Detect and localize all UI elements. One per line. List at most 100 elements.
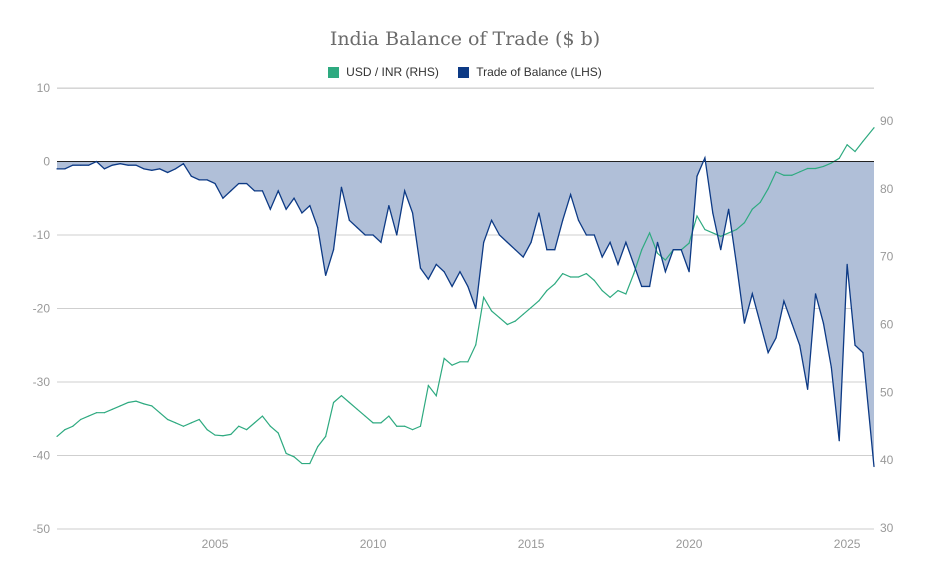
usd-inr-point bbox=[656, 252, 659, 254]
usd-inr-point bbox=[143, 403, 145, 405]
usd-inr-point bbox=[380, 422, 382, 424]
trade-balance-point bbox=[80, 164, 82, 166]
trade-balance-point bbox=[451, 285, 453, 288]
trade-balance-point bbox=[411, 212, 414, 214]
legend-label-usd-inr: USD / INR (RHS) bbox=[346, 65, 439, 79]
trade-balance-point bbox=[356, 227, 358, 229]
trade-balance-point bbox=[759, 322, 761, 324]
usd-inr-point bbox=[467, 361, 469, 363]
trade-balance-point bbox=[246, 182, 248, 185]
trade-balance-point bbox=[388, 205, 390, 207]
trade-balance-point bbox=[617, 263, 619, 265]
right-axis-tick-label: 40 bbox=[880, 453, 894, 467]
trade-balance-point bbox=[317, 227, 319, 229]
usd-inr-point bbox=[222, 435, 224, 437]
trade-balance-point bbox=[135, 164, 137, 166]
usd-inr-point bbox=[95, 412, 98, 414]
usd-inr-point bbox=[167, 418, 169, 421]
usd-inr-point bbox=[799, 171, 801, 173]
usd-inr-point bbox=[419, 425, 422, 427]
usd-inr-point bbox=[791, 174, 793, 176]
usd-inr-point bbox=[577, 276, 580, 278]
right-axis-tick-label: 30 bbox=[880, 521, 894, 535]
trade-balance-point bbox=[435, 263, 437, 265]
usd-inr-point bbox=[459, 361, 461, 363]
legend-item-usd-inr[interactable]: USD / INR (RHS) bbox=[328, 65, 439, 79]
trade-balance-point bbox=[704, 157, 706, 159]
trade-balance-point bbox=[182, 163, 185, 165]
usd-inr-point bbox=[88, 415, 90, 417]
usd-inr-point bbox=[111, 408, 113, 410]
trade-balance-point bbox=[174, 168, 177, 170]
trade-balance-point bbox=[830, 366, 832, 368]
trade-balance-point bbox=[569, 193, 572, 196]
trade-balance-point bbox=[483, 241, 485, 243]
trade-balance-point bbox=[285, 208, 287, 210]
left-axis-tick-label: -30 bbox=[33, 375, 51, 389]
usd-inr-point bbox=[490, 310, 493, 312]
usd-inr-point bbox=[720, 235, 722, 237]
trade-balance-point bbox=[799, 344, 801, 346]
trade-balance-point bbox=[514, 249, 516, 251]
trade-balance-point bbox=[506, 241, 508, 243]
usd-inr-point bbox=[862, 140, 864, 142]
trade-balance-point bbox=[735, 263, 738, 265]
usd-inr-point bbox=[64, 429, 66, 431]
legend-item-trade-balance[interactable]: Trade of Balance (LHS) bbox=[458, 65, 602, 79]
usd-inr-point bbox=[246, 429, 248, 431]
usd-inr-line bbox=[56, 127, 875, 465]
trade-balance-point bbox=[625, 241, 627, 243]
trade-balance-area bbox=[57, 157, 874, 467]
usd-inr-point bbox=[261, 415, 264, 417]
trade-balance-line bbox=[57, 155, 875, 467]
trade-balance-point bbox=[119, 163, 121, 165]
trade-balance-point bbox=[680, 249, 682, 251]
usd-inr-point bbox=[641, 249, 643, 251]
trade-balance-point bbox=[862, 352, 864, 354]
usd-inr-point bbox=[838, 157, 840, 159]
trade-balance-point bbox=[601, 256, 603, 258]
trade-balance-point bbox=[585, 234, 587, 236]
usd-inr-point bbox=[404, 425, 406, 427]
usd-inr-point bbox=[735, 228, 738, 231]
usd-inr-point bbox=[80, 418, 82, 421]
usd-inr-point bbox=[609, 296, 611, 298]
usd-inr-point bbox=[854, 150, 856, 153]
trade-balance-point bbox=[396, 234, 398, 236]
chart-title: India Balance of Trade ($ b) bbox=[329, 28, 601, 50]
trade-balance-point bbox=[641, 285, 643, 288]
usd-inr-point bbox=[483, 296, 485, 298]
usd-inr-point bbox=[56, 435, 58, 438]
trade-balance-point bbox=[364, 234, 366, 236]
usd-inr-point bbox=[206, 429, 208, 431]
left-axis-tick-label: -10 bbox=[33, 228, 51, 242]
usd-inr-point bbox=[562, 273, 564, 275]
trade-balance-point bbox=[743, 322, 746, 324]
trade-balance-point bbox=[72, 164, 74, 166]
trade-balance-point bbox=[301, 212, 303, 214]
trade-balance-point bbox=[372, 234, 374, 236]
usd-inr-point bbox=[309, 462, 311, 465]
trade-balance-point bbox=[103, 168, 106, 170]
trade-balance-point bbox=[143, 168, 145, 170]
right-axis-tick-label: 90 bbox=[880, 114, 894, 128]
trade-balance-point bbox=[309, 205, 311, 207]
trade-balance-point bbox=[656, 241, 659, 243]
left-axis-tick-label: -50 bbox=[33, 522, 51, 536]
trade-balance-point bbox=[88, 164, 90, 166]
usd-inr-point bbox=[317, 446, 319, 448]
usd-inr-point bbox=[340, 395, 343, 397]
usd-inr-point bbox=[593, 279, 595, 282]
trade-balance-point bbox=[206, 179, 208, 181]
trade-balance-point bbox=[380, 241, 382, 243]
trade-balance-point bbox=[277, 190, 279, 192]
right-axis-tick-label: 70 bbox=[880, 250, 894, 264]
trade-balance-point bbox=[419, 267, 422, 269]
usd-inr-point bbox=[285, 452, 287, 454]
usd-inr-point bbox=[411, 429, 414, 431]
trade-balance-point bbox=[467, 285, 469, 288]
trade-balance-point bbox=[649, 285, 651, 288]
usd-inr-point bbox=[301, 462, 303, 465]
trade-balance-point bbox=[873, 465, 875, 468]
